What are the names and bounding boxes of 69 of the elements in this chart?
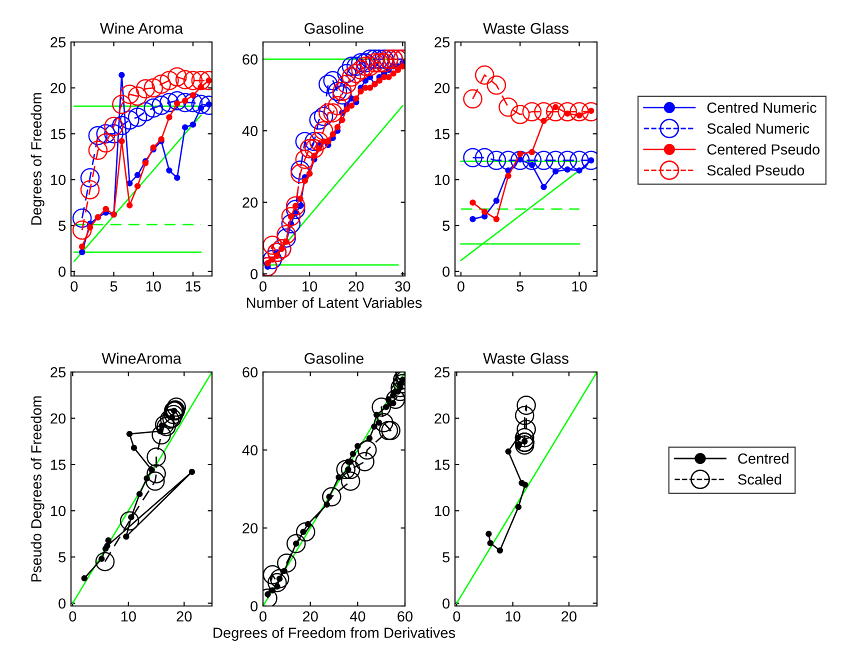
y-tick-label: 20 <box>434 82 450 94</box>
x-tick-label: 10 <box>146 281 161 292</box>
y-tick-label: 25 <box>434 37 450 48</box>
x-tick-label: 0 <box>69 611 76 622</box>
legend-label: Scaled Pseudo <box>707 164 804 176</box>
x-tick-label: 60 <box>398 611 413 622</box>
chart-title: Waste Glass <box>483 22 568 34</box>
x-tick-label: 20 <box>562 611 576 622</box>
x-tick-label: 20 <box>176 611 192 622</box>
x-tick-label: 30 <box>395 281 410 292</box>
y-tick-label: 20 <box>50 82 66 94</box>
x-axis-title: Degrees of Freedom from Derivatives <box>214 627 456 641</box>
y-tick-label: 20 <box>242 197 258 208</box>
y-tick-label: 40 <box>242 445 258 456</box>
chart-title: Wine Aroma <box>100 22 184 34</box>
y-tick-label: 60 <box>242 367 258 378</box>
x-tick-label: 40 <box>350 611 366 622</box>
x-tick-label: 0 <box>260 281 266 292</box>
legend-label: Scaled <box>738 474 782 485</box>
y-tick-label: 10 <box>435 174 450 186</box>
y-tick-label: 25 <box>50 367 66 378</box>
y-tick-label: 5 <box>442 220 450 231</box>
y-tick-label: 10 <box>435 506 450 516</box>
y-tick-label: 60 <box>242 54 258 65</box>
x-tick-label: 5 <box>110 281 118 292</box>
legend-label: Centred Numeric <box>707 102 816 113</box>
y-tick-label: 0 <box>250 268 258 280</box>
x-tick-label: 0 <box>260 611 266 622</box>
x-tick-label: 10 <box>572 281 587 292</box>
x-tick-label: 10 <box>302 281 318 292</box>
y-tick-label: 20 <box>50 413 66 424</box>
y-tick-label: 5 <box>442 552 450 562</box>
x-tick-label: 20 <box>302 611 318 622</box>
y-tick-label: 20 <box>434 413 450 424</box>
y-tick-label: 10 <box>51 506 66 516</box>
x-axis-title: Number of Latent Variables <box>246 297 422 308</box>
y-tick-label: 0 <box>58 598 66 609</box>
y-tick-label: 0 <box>442 266 450 277</box>
y-tick-label: 40 <box>242 126 258 136</box>
chart-title: Waste Glass <box>483 352 568 364</box>
x-tick-label: 0 <box>70 281 78 292</box>
y-axis-title: Degrees of Freedom <box>30 93 44 225</box>
y-tick-label: 15 <box>51 129 66 140</box>
y-tick-label: 5 <box>58 552 66 562</box>
y-tick-label: 0 <box>58 266 66 277</box>
chart-title: Gasoline <box>304 22 364 34</box>
y-tick-label: 0 <box>442 598 450 609</box>
y-tick-label: 25 <box>434 367 450 378</box>
legend-label: Centred <box>738 453 788 464</box>
legend-label: Centered Pseudo <box>707 144 820 155</box>
chart-title: WineAroma <box>102 352 182 364</box>
y-tick-label: 25 <box>50 37 66 48</box>
x-tick-label: 15 <box>186 281 200 292</box>
x-tick-label: 20 <box>348 281 364 292</box>
legend-label: Scaled Numeric <box>707 123 810 134</box>
chart-title: Gasoline <box>304 352 364 364</box>
x-tick-label: 0 <box>457 281 464 292</box>
x-tick-label: 0 <box>453 611 460 622</box>
y-tick-label: 15 <box>435 460 450 470</box>
y-tick-label: 5 <box>58 220 66 231</box>
y-tick-label: 15 <box>51 460 66 470</box>
y-tick-label: 10 <box>51 174 66 186</box>
x-tick-label: 10 <box>121 611 136 622</box>
y-axis-title: Pseudo Degrees of Freedom <box>30 396 44 582</box>
y-tick-label: 20 <box>242 523 258 534</box>
x-tick-label: 10 <box>506 611 520 622</box>
x-tick-label: 5 <box>516 281 524 292</box>
y-tick-label: 15 <box>435 129 450 140</box>
y-tick-label: 0 <box>250 601 258 612</box>
